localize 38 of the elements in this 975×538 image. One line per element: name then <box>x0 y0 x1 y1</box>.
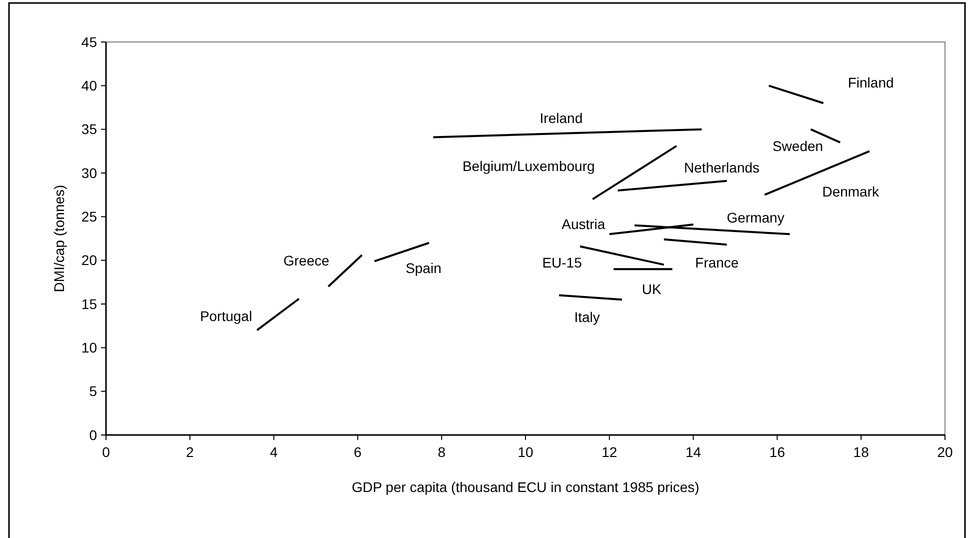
x-tick-label: 4 <box>270 444 278 460</box>
x-tick-label: 16 <box>769 444 786 460</box>
series-label: Sweden <box>772 138 824 154</box>
series-label: Portugal <box>200 308 252 324</box>
series-label: Greece <box>283 252 330 268</box>
series-label: Spain <box>406 260 442 276</box>
series-label: Denmark <box>822 184 880 200</box>
series-label: Finland <box>848 74 894 91</box>
series-label: Italy <box>574 309 600 326</box>
y-tick-label: 25 <box>81 208 98 225</box>
x-tick-label: 12 <box>602 444 618 460</box>
x-tick-label: 10 <box>518 444 534 460</box>
x-axis-title: GDP per capita (thousand ECU in constant 1985 prices) <box>352 479 700 495</box>
series-label: Belgium/Luxembourg <box>462 158 595 174</box>
y-axis-title: DMI/cap (tonnes) <box>51 184 67 292</box>
y-tick-label: 15 <box>81 296 98 312</box>
series-label: Germany <box>726 209 784 226</box>
y-tick-label: 40 <box>81 78 98 94</box>
y-tick-label: 20 <box>81 252 98 268</box>
series-label: Austria <box>562 216 606 232</box>
x-tick-label: 18 <box>853 444 870 460</box>
series-label: UK <box>642 280 662 297</box>
x-tick-label: 6 <box>354 444 362 460</box>
series-label: Netherlands <box>684 159 760 176</box>
x-tick-label: 0 <box>102 444 110 460</box>
y-tick-label: 30 <box>81 164 98 181</box>
y-tick-label: 0 <box>89 426 98 443</box>
y-tick-label: 5 <box>89 383 98 400</box>
series-label: EU-15 <box>542 254 582 270</box>
x-tick-label: 8 <box>438 444 446 460</box>
series-label: France <box>695 254 739 270</box>
x-tick-label: 20 <box>937 444 953 460</box>
y-tick-label: 10 <box>81 340 98 356</box>
series-label: Ireland <box>540 110 583 126</box>
x-tick-label: 2 <box>186 444 194 460</box>
y-tick-label: 45 <box>81 34 98 50</box>
y-tick-label: 35 <box>81 121 98 138</box>
x-tick-label: 14 <box>686 444 702 460</box>
